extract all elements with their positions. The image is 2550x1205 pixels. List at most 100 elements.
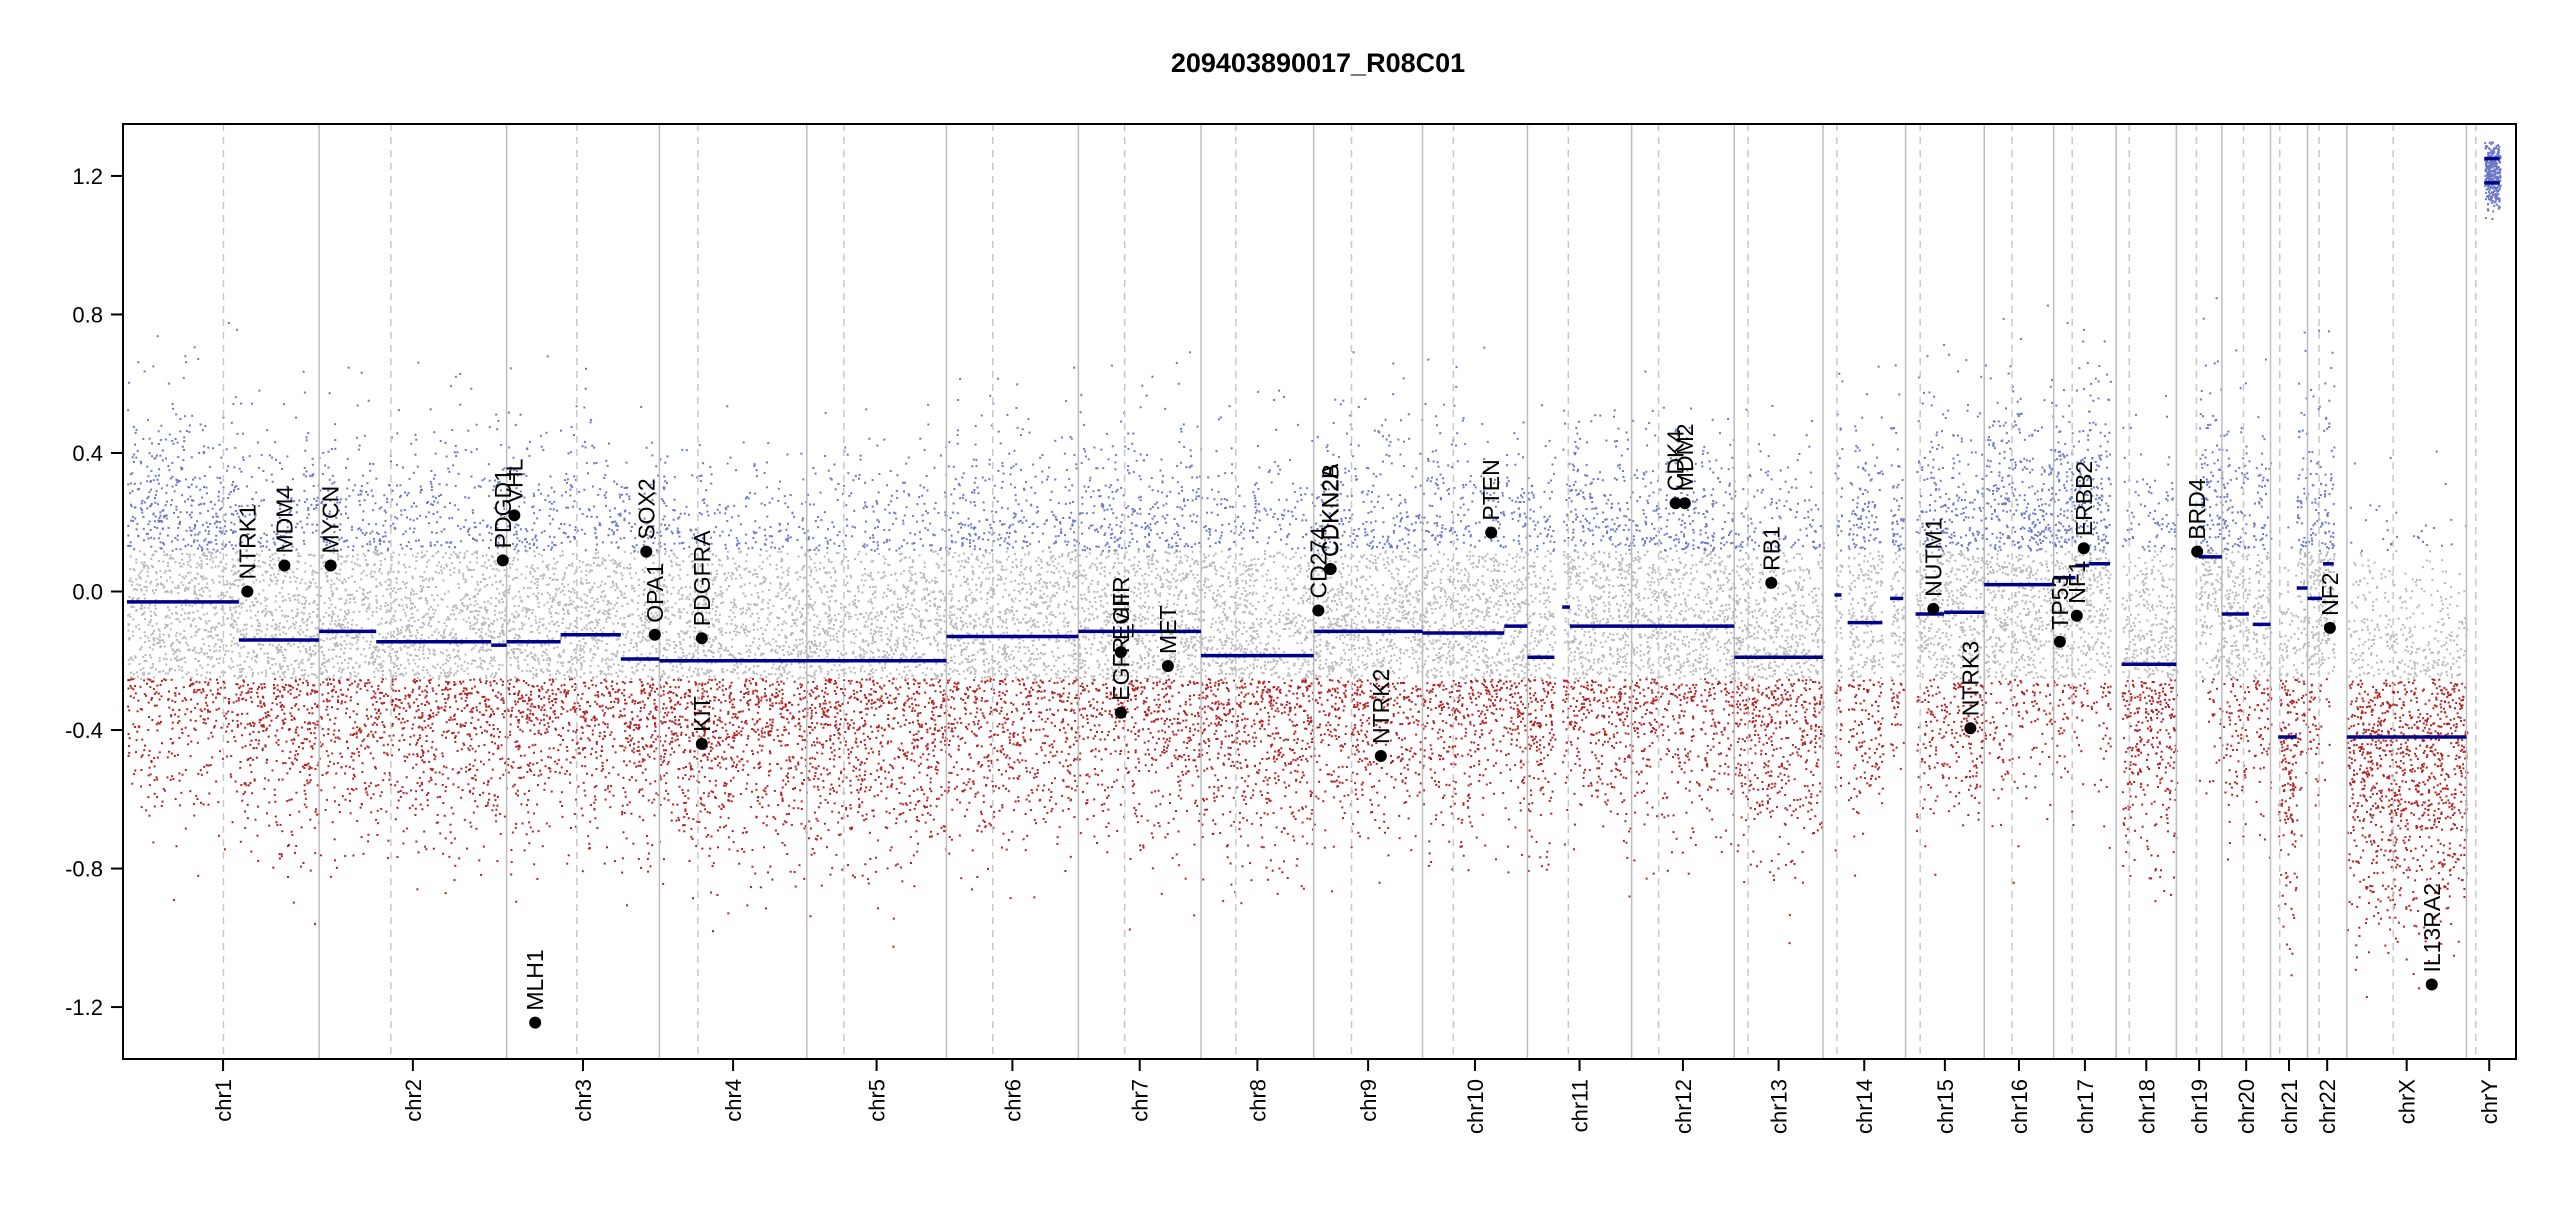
probe-point bbox=[175, 548, 177, 550]
probe-point bbox=[183, 539, 185, 541]
probe-point bbox=[519, 729, 521, 731]
probe-point bbox=[557, 621, 559, 623]
probe-point bbox=[295, 750, 297, 752]
probe-point bbox=[444, 706, 446, 708]
probe-point bbox=[227, 650, 229, 652]
probe-point bbox=[144, 641, 146, 643]
probe-point bbox=[312, 602, 314, 604]
probe-point bbox=[544, 709, 546, 711]
probe-point bbox=[554, 761, 556, 763]
probe-point bbox=[292, 571, 294, 573]
probe-point bbox=[393, 666, 395, 668]
probe-point bbox=[230, 584, 232, 586]
probe-point bbox=[514, 577, 516, 579]
probe-point bbox=[534, 537, 536, 539]
probe-point bbox=[494, 675, 496, 677]
probe-point bbox=[349, 643, 351, 645]
probe-point bbox=[278, 744, 280, 746]
probe-point bbox=[133, 426, 135, 428]
probe-point bbox=[396, 634, 398, 636]
probe-point bbox=[240, 647, 242, 649]
probe-point bbox=[445, 625, 447, 627]
probe-point bbox=[189, 582, 191, 584]
probe-point bbox=[470, 569, 472, 571]
probe-point bbox=[197, 533, 199, 535]
probe-point bbox=[137, 488, 139, 490]
probe-point bbox=[344, 627, 346, 629]
probe-point bbox=[154, 605, 156, 607]
probe-point bbox=[540, 698, 542, 700]
probe-point bbox=[522, 700, 524, 702]
probe-point bbox=[440, 494, 442, 496]
probe-point bbox=[439, 796, 441, 798]
probe-point bbox=[463, 557, 465, 559]
probe-point bbox=[184, 501, 186, 503]
probe-point bbox=[266, 759, 268, 761]
probe-point bbox=[531, 565, 533, 567]
probe-point bbox=[420, 804, 422, 806]
probe-point bbox=[541, 706, 543, 708]
probe-point bbox=[382, 525, 384, 527]
probe-point bbox=[559, 555, 561, 557]
probe-point bbox=[193, 815, 195, 817]
probe-point bbox=[158, 693, 160, 695]
probe-point bbox=[527, 799, 529, 801]
probe-point bbox=[430, 709, 432, 711]
probe-point bbox=[169, 617, 171, 619]
probe-point bbox=[353, 671, 355, 673]
probe-point bbox=[454, 546, 456, 548]
probe-point bbox=[416, 629, 418, 631]
probe-point bbox=[177, 592, 179, 594]
probe-point bbox=[298, 694, 300, 696]
probe-point bbox=[341, 700, 343, 702]
probe-point bbox=[404, 687, 406, 689]
probe-point bbox=[364, 555, 366, 557]
probe-point bbox=[518, 668, 520, 670]
probe-point bbox=[509, 734, 511, 736]
probe-point bbox=[225, 713, 227, 715]
probe-point bbox=[167, 565, 169, 567]
probe-point bbox=[440, 651, 442, 653]
probe-point bbox=[400, 588, 402, 590]
probe-point bbox=[181, 553, 183, 555]
probe-point bbox=[231, 570, 233, 572]
probe-point bbox=[534, 555, 536, 557]
probe-point bbox=[358, 729, 360, 731]
probe-point bbox=[255, 819, 257, 821]
probe-point bbox=[198, 583, 200, 585]
probe-point bbox=[552, 567, 554, 569]
probe-point bbox=[352, 568, 354, 570]
probe-point bbox=[141, 646, 143, 648]
probe-point bbox=[159, 699, 161, 701]
probe-point bbox=[437, 796, 439, 798]
probe-point bbox=[400, 514, 402, 516]
probe-point bbox=[377, 550, 379, 552]
probe-point bbox=[375, 595, 377, 597]
probe-point bbox=[473, 660, 475, 662]
probe-point bbox=[147, 497, 149, 499]
probe-point bbox=[354, 637, 356, 639]
probe-point bbox=[308, 513, 310, 515]
probe-point bbox=[332, 595, 334, 597]
probe-point bbox=[130, 545, 132, 547]
probe-point bbox=[354, 675, 356, 677]
probe-point bbox=[238, 699, 240, 701]
probe-point bbox=[322, 743, 324, 745]
probe-point bbox=[220, 727, 222, 729]
probe-point bbox=[178, 669, 180, 671]
probe-point bbox=[308, 712, 310, 714]
probe-point bbox=[365, 559, 367, 561]
probe-point bbox=[149, 686, 151, 688]
probe-point bbox=[304, 597, 306, 599]
probe-point bbox=[243, 459, 245, 461]
probe-point bbox=[534, 733, 536, 735]
probe-point bbox=[252, 650, 254, 652]
probe-point bbox=[159, 455, 161, 457]
probe-point bbox=[358, 755, 360, 757]
probe-point bbox=[193, 592, 195, 594]
probe-point bbox=[467, 594, 469, 596]
probe-point bbox=[383, 724, 385, 726]
probe-point bbox=[210, 690, 212, 692]
probe-point bbox=[208, 542, 210, 544]
probe-point bbox=[331, 616, 333, 618]
